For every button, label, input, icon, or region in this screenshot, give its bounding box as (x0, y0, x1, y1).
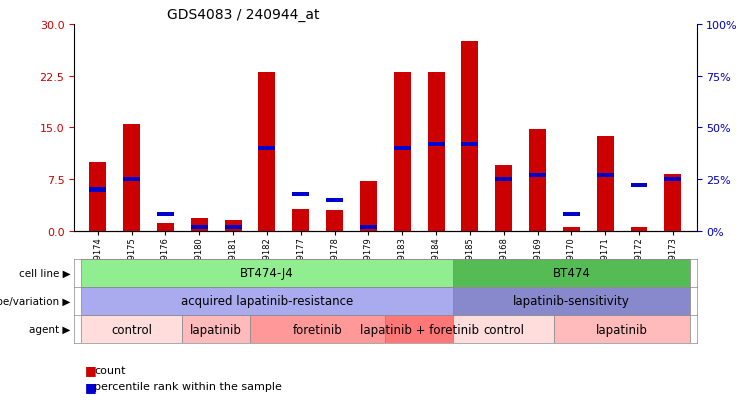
Bar (428, 73, 445, 231)
Bar (157, 223, 174, 231)
Text: control: control (111, 323, 152, 336)
Text: foretinib: foretinib (293, 323, 342, 336)
Bar (81, 316, 182, 344)
Bar (631, 228, 648, 231)
Bar (191, 225, 207, 229)
Bar (259, 73, 276, 231)
Text: percentile rank within the sample: percentile rank within the sample (94, 381, 282, 391)
Bar (453, 287, 690, 315)
Bar (393, 73, 411, 231)
Bar (631, 184, 648, 188)
Bar (292, 192, 309, 196)
Bar (81, 259, 453, 287)
Bar (191, 219, 207, 231)
Bar (225, 225, 242, 229)
Bar (665, 175, 681, 231)
Bar (393, 147, 411, 151)
Bar (81, 287, 453, 315)
Bar (529, 130, 546, 231)
Bar (462, 142, 479, 147)
Bar (529, 173, 546, 178)
Bar (182, 316, 250, 344)
Bar (563, 228, 579, 231)
Bar (250, 316, 385, 344)
Bar (385, 316, 453, 344)
Text: lapatinib: lapatinib (190, 323, 242, 336)
Bar (554, 316, 690, 344)
Bar (462, 42, 479, 231)
Text: lapatinib: lapatinib (597, 323, 648, 336)
Text: genotype/variation ▶: genotype/variation ▶ (0, 296, 70, 306)
Text: control: control (483, 323, 524, 336)
Bar (292, 209, 309, 231)
Text: ■: ■ (85, 363, 97, 376)
Bar (597, 173, 614, 178)
Text: ■: ■ (85, 380, 97, 393)
Text: BT474: BT474 (553, 266, 591, 280)
Text: agent ▶: agent ▶ (29, 325, 70, 335)
Bar (259, 147, 276, 151)
Text: cell line ▶: cell line ▶ (19, 268, 70, 278)
Bar (453, 316, 554, 344)
Text: BT474-J4: BT474-J4 (240, 266, 293, 280)
Bar (326, 211, 343, 231)
Bar (495, 166, 512, 231)
Bar (123, 125, 140, 231)
Bar (563, 213, 579, 217)
Bar (90, 188, 106, 192)
Bar (225, 221, 242, 231)
Bar (360, 182, 377, 231)
Bar (453, 259, 690, 287)
Text: lapatinib-sensitivity: lapatinib-sensitivity (513, 294, 630, 308)
Text: GDS4083 / 240944_at: GDS4083 / 240944_at (167, 8, 320, 22)
Text: count: count (94, 365, 126, 375)
Bar (360, 225, 377, 229)
Text: lapatinib + foretinib: lapatinib + foretinib (359, 323, 479, 336)
Bar (326, 198, 343, 202)
Bar (597, 136, 614, 231)
Bar (495, 178, 512, 182)
Bar (157, 213, 174, 217)
Bar (665, 178, 681, 182)
Bar (90, 162, 106, 231)
Text: acquired lapatinib-resistance: acquired lapatinib-resistance (181, 294, 353, 308)
Bar (428, 142, 445, 147)
Bar (123, 178, 140, 182)
